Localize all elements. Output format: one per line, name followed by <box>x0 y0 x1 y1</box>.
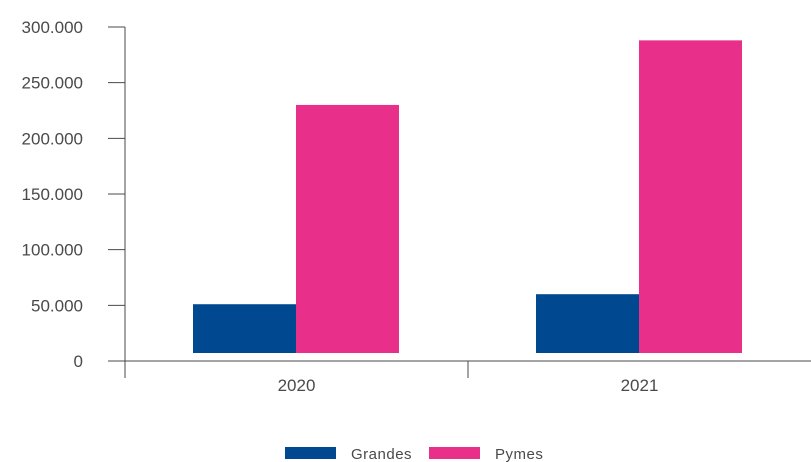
bar-pymes-2021 <box>639 40 742 354</box>
bar-pymes-2020 <box>296 104 399 353</box>
legend-label-pymes: Pymes <box>495 446 543 462</box>
y-axis: 0 50.000 100.000 150.000 200.000 250.000 300.0… <box>22 18 126 371</box>
y-tick-label: 0 <box>74 352 83 371</box>
bar-grandes-2020 <box>193 304 296 353</box>
legend-label-grandes: Grandes <box>351 446 412 462</box>
x-tick-label: 2020 <box>278 376 316 395</box>
legend-swatch-pymes <box>429 447 480 459</box>
bar-grandes-2021 <box>536 294 639 353</box>
x-tick-label: 2021 <box>621 376 659 395</box>
bars <box>193 40 742 354</box>
y-tick-label: 300.000 <box>22 18 83 37</box>
y-tick-label: 100.000 <box>22 241 83 260</box>
y-tick-label: 150.000 <box>22 185 83 204</box>
legend-swatch-grandes <box>285 447 336 459</box>
y-tick-label: 200.000 <box>22 129 83 148</box>
y-tick-label: 250.000 <box>22 74 83 93</box>
x-axis: 2020 2021 <box>124 360 811 395</box>
legend: Grandes Pymes <box>285 446 543 462</box>
y-tick-label: 50.000 <box>31 296 83 315</box>
